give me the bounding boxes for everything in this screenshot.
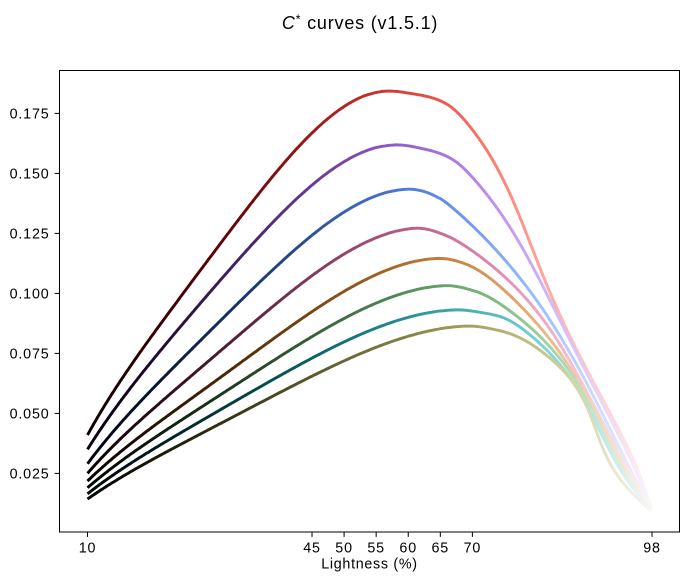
svg-text:60: 60 — [399, 540, 417, 556]
svg-text:0.025: 0.025 — [10, 466, 50, 482]
svg-text:45: 45 — [303, 540, 321, 556]
svg-text:0.050: 0.050 — [10, 406, 50, 422]
svg-text:55: 55 — [367, 540, 385, 556]
svg-text:98: 98 — [643, 540, 661, 556]
svg-text:0.125: 0.125 — [10, 226, 50, 242]
svg-text:0.100: 0.100 — [10, 286, 50, 302]
svg-text:50: 50 — [335, 540, 353, 556]
svg-text:0.175: 0.175 — [10, 106, 50, 122]
svg-text:Lightness (%): Lightness (%) — [321, 557, 418, 573]
svg-text:10: 10 — [79, 540, 97, 556]
svg-text:C* curves (v1.5.1): C* curves (v1.5.1) — [282, 13, 438, 34]
svg-text:0.075: 0.075 — [10, 346, 50, 362]
svg-text:65: 65 — [432, 540, 450, 556]
svg-text:70: 70 — [464, 540, 482, 556]
svg-text:0.150: 0.150 — [10, 166, 50, 182]
